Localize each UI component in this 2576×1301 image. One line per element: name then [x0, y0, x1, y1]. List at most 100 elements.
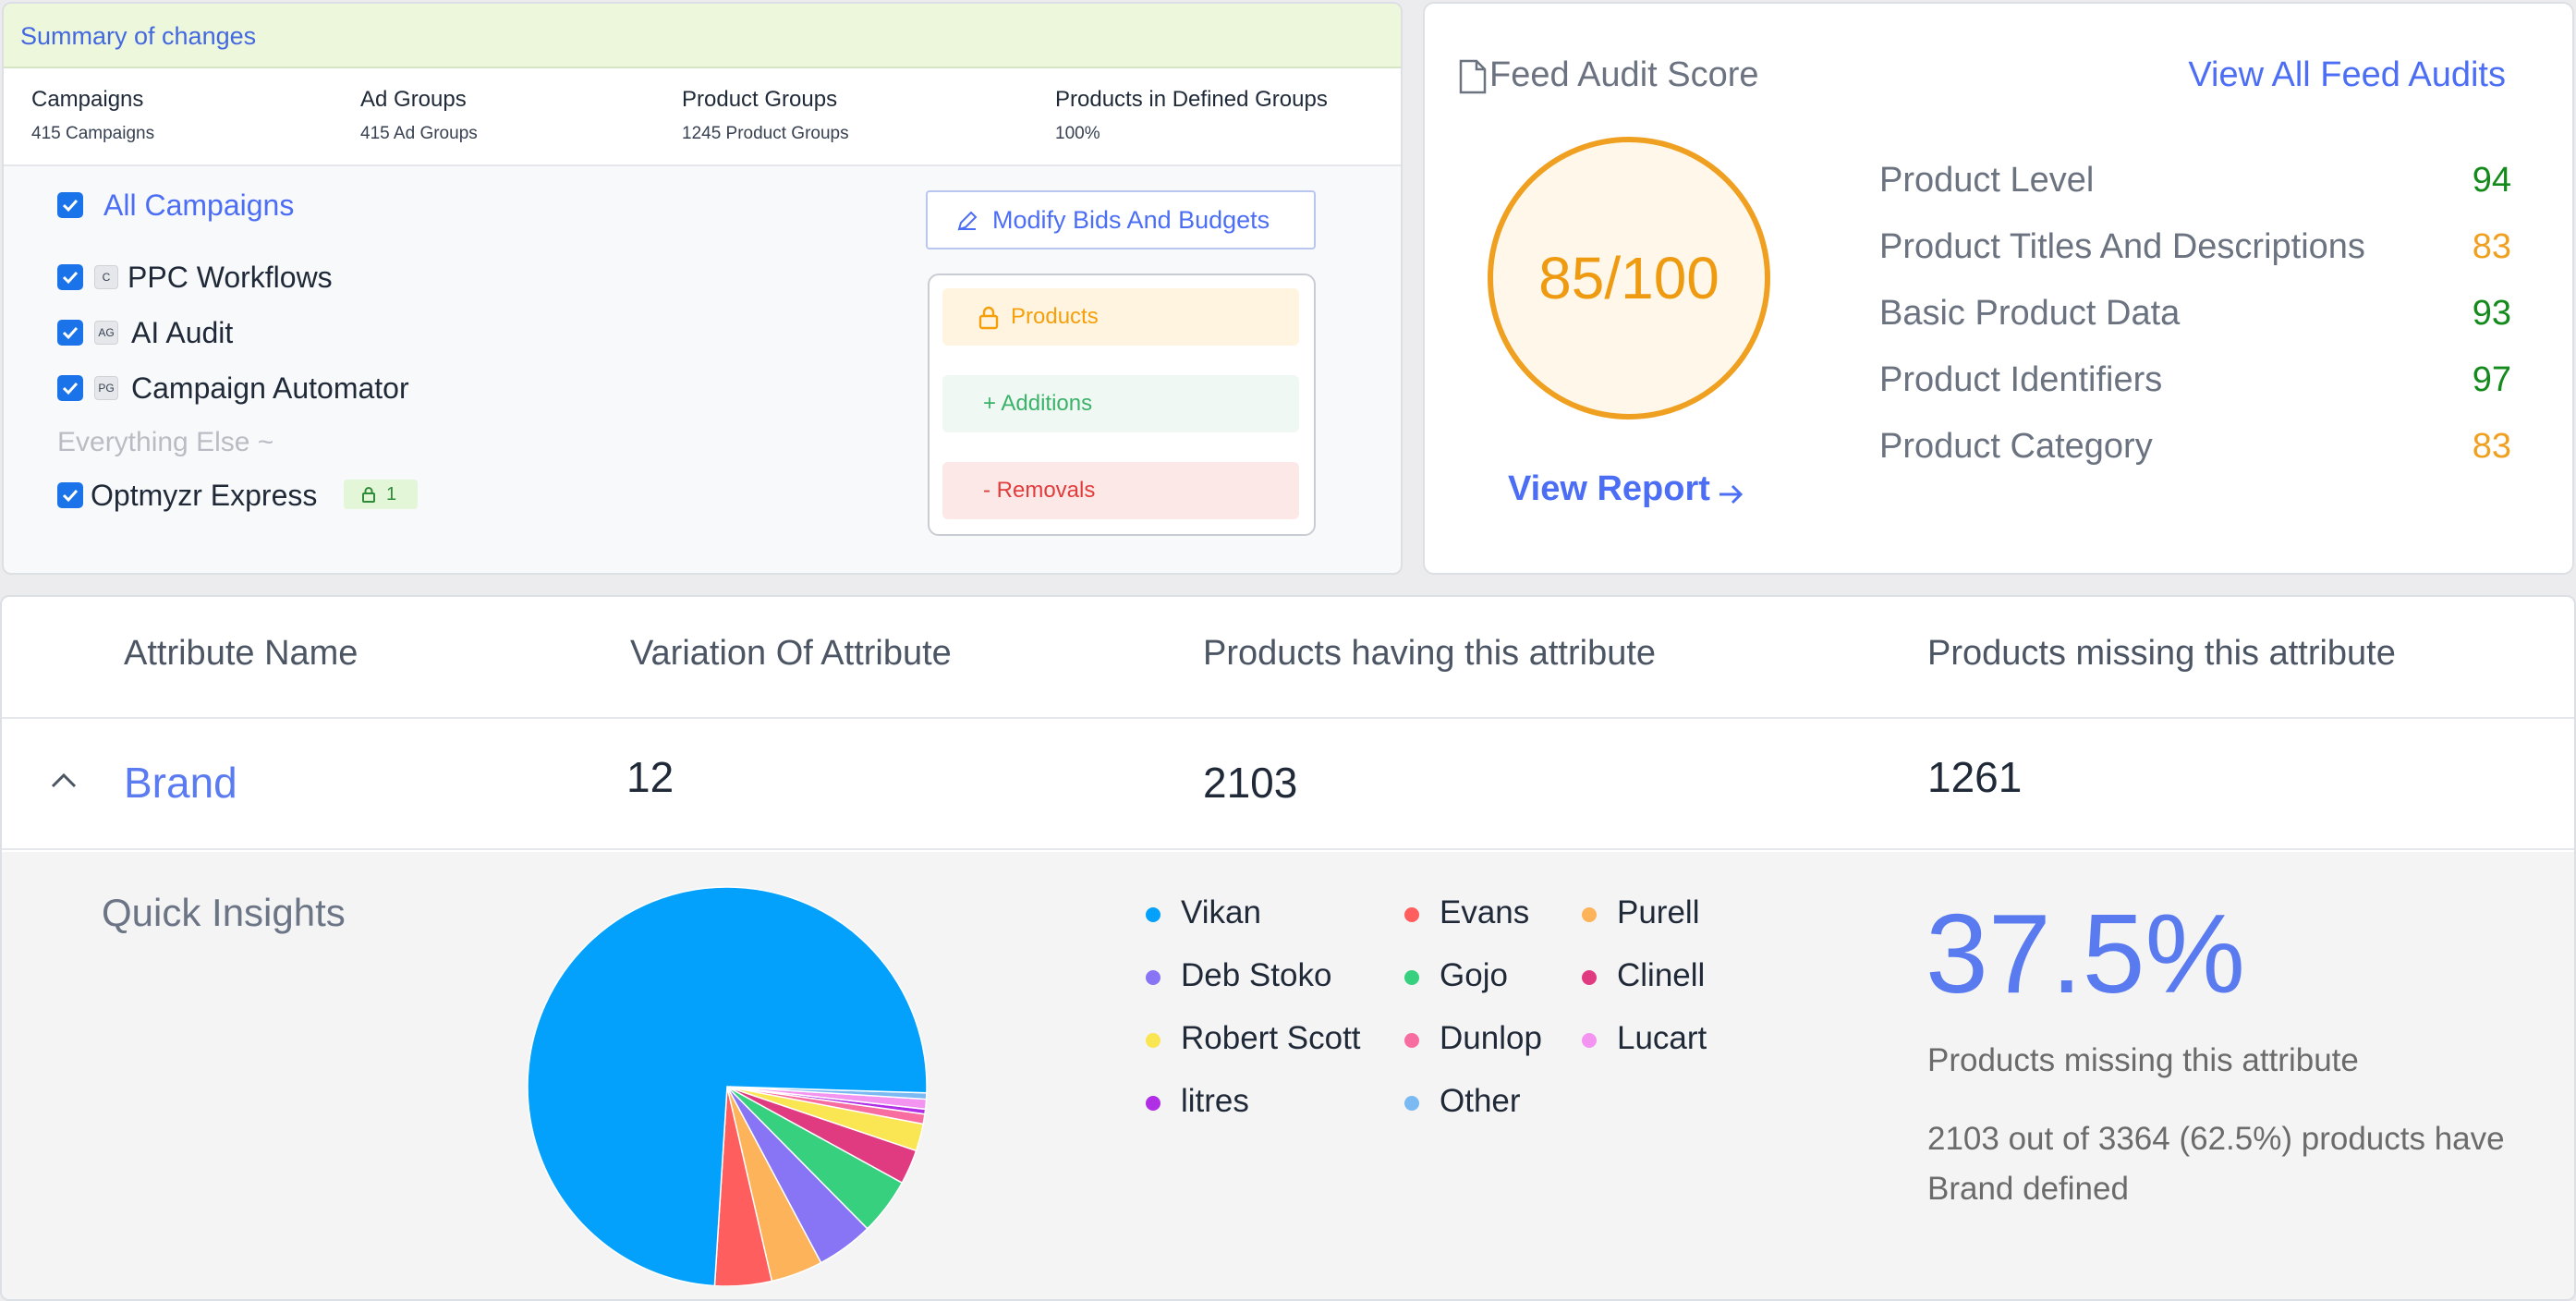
legend-item[interactable]: litres: [1146, 1083, 1249, 1120]
legend-item[interactable]: Vikan: [1146, 894, 1261, 931]
metric-name: Product Level: [1879, 161, 2095, 200]
additions-chip[interactable]: + Additions: [942, 375, 1299, 432]
express-checkbox[interactable]: [57, 482, 83, 508]
metric-name: Product Titles And Descriptions: [1879, 227, 2365, 266]
additions-chip-label: + Additions: [983, 391, 1093, 416]
legend-dot-icon: [1404, 1033, 1419, 1048]
arrow-right-icon: [1719, 484, 1744, 505]
metric-name: Product Category: [1879, 427, 2153, 466]
attribute-having: 2103: [1203, 759, 1298, 807]
check-icon: [62, 326, 79, 340]
stat-value: 100%: [1055, 124, 1100, 143]
legend-item[interactable]: Dunlop: [1404, 1020, 1542, 1057]
stat-label: Products in Defined Groups: [1055, 87, 1328, 112]
legend-dot-icon: [1582, 907, 1597, 922]
legend-dot-icon: [1582, 1033, 1597, 1048]
campaign-checkbox[interactable]: [57, 375, 83, 401]
products-chip[interactable]: Products: [942, 288, 1299, 346]
missing-caption: Products missing this attribute: [1927, 1042, 2359, 1078]
legend-item[interactable]: Gojo: [1404, 957, 1508, 994]
lock-icon: [978, 306, 999, 330]
stat-value: 1245 Product Groups: [682, 124, 849, 143]
summary-panel: Summary of changes Campaigns 415 Campaig…: [2, 2, 1403, 575]
campaign-type-tag: PG: [94, 376, 118, 400]
stat-products-defined: Products in Defined Groups 100%: [1055, 87, 1328, 144]
table-row[interactable]: Brand 12 2103 1261: [2, 719, 2574, 850]
metric-score: 93: [2472, 294, 2511, 333]
check-icon: [62, 271, 79, 285]
modify-bids-button[interactable]: Modify Bids And Budgets: [926, 190, 1316, 249]
lock-count: 1: [386, 484, 397, 505]
summary-stats: Campaigns 415 Campaigns Ad Groups 415 Ad…: [4, 68, 1401, 166]
legend-label: Vikan: [1181, 894, 1261, 930]
document-icon: [1459, 59, 1487, 94]
campaign-label[interactable]: Campaign Automator: [131, 371, 409, 405]
products-chip-label: Products: [1011, 304, 1099, 329]
feed-audit-title: Feed Audit Score: [1489, 55, 1759, 94]
legend-label: Clinell: [1617, 957, 1706, 993]
metric-score: 97: [2472, 360, 2511, 399]
legend-label: Dunlop: [1440, 1020, 1542, 1056]
changes-box: Products + Additions - Removals: [928, 274, 1316, 536]
quick-insights-title: Quick Insights: [102, 891, 346, 934]
stat-label: Campaigns: [31, 87, 144, 112]
campaign-label[interactable]: AI Audit: [131, 316, 234, 349]
express-label[interactable]: Optmyzr Express: [91, 479, 318, 512]
view-report-label: View Report: [1508, 469, 1710, 508]
all-campaigns-label[interactable]: All Campaigns: [103, 188, 295, 222]
legend-item[interactable]: Robert Scott: [1146, 1020, 1361, 1057]
campaign-label[interactable]: PPC Workflows: [128, 261, 333, 294]
summary-title: Summary of changes: [4, 4, 1401, 68]
lock-icon: [362, 487, 375, 503]
legend-item[interactable]: Purell: [1582, 894, 1700, 931]
lock-badge: 1: [344, 480, 418, 509]
legend-item[interactable]: Lucart: [1582, 1020, 1707, 1057]
score-circle: 85/100: [1488, 137, 1770, 419]
attribute-variation: 12: [626, 753, 674, 801]
campaign-checkbox[interactable]: [57, 320, 83, 346]
legend-label: Purell: [1617, 894, 1700, 930]
legend-item[interactable]: Other: [1404, 1083, 1521, 1120]
modify-bids-label: Modify Bids And Budgets: [992, 206, 1270, 234]
all-campaigns-checkbox[interactable]: [57, 192, 83, 218]
removals-chip[interactable]: - Removals: [942, 462, 1299, 519]
quick-insights: Quick Insights Vikan Evans Purell Deb Stoko…: [2, 852, 2574, 1299]
legend-label: Deb Stoko: [1181, 957, 1332, 993]
legend-label: Lucart: [1617, 1020, 1707, 1056]
attribute-table: Attribute Name Variation Of Attribute Pr…: [0, 595, 2576, 1301]
legend-item[interactable]: Deb Stoko: [1146, 957, 1332, 994]
table-header: Attribute Name Variation Of Attribute Pr…: [2, 597, 2574, 719]
stat-campaigns: Campaigns 415 Campaigns: [31, 87, 154, 144]
pencil-icon: [957, 211, 978, 231]
legend-dot-icon: [1404, 1096, 1419, 1111]
campaign-checkbox[interactable]: [57, 264, 83, 290]
legend-item[interactable]: Clinell: [1582, 957, 1706, 994]
campaign-type-tag: C: [94, 265, 118, 289]
stat-label: Product Groups: [682, 87, 838, 112]
legend-label: Evans: [1440, 894, 1530, 930]
legend-label: Gojo: [1440, 957, 1508, 993]
legend-dot-icon: [1146, 907, 1160, 922]
metric-score: 94: [2472, 161, 2511, 200]
pie-slice-vikan: [527, 886, 928, 1286]
legend-label: Robert Scott: [1181, 1020, 1361, 1056]
legend-label: Other: [1440, 1083, 1521, 1119]
stat-product-groups: Product Groups 1245 Product Groups: [682, 87, 849, 144]
view-all-audits-link[interactable]: View All Feed Audits: [2188, 55, 2506, 94]
legend-dot-icon: [1146, 1096, 1160, 1111]
missing-percentage: 37.5%: [1926, 891, 2245, 1016]
check-icon: [62, 489, 79, 503]
legend-label: litres: [1181, 1083, 1249, 1119]
brand-pie-chart: [527, 886, 928, 1286]
everything-else-label[interactable]: Everything Else ~: [57, 427, 274, 457]
view-report-link[interactable]: View Report: [1508, 469, 1744, 509]
chevron-up-icon[interactable]: [48, 771, 79, 791]
legend-item[interactable]: Evans: [1404, 894, 1530, 931]
attribute-name[interactable]: Brand: [124, 759, 237, 807]
stat-value: 415 Ad Groups: [360, 124, 478, 143]
legend-dot-icon: [1146, 1033, 1160, 1048]
campaign-type-tag: AG: [94, 321, 118, 345]
column-header: Attribute Name: [124, 634, 358, 673]
check-icon: [62, 382, 79, 395]
attribute-missing: 1261: [1927, 753, 2023, 801]
